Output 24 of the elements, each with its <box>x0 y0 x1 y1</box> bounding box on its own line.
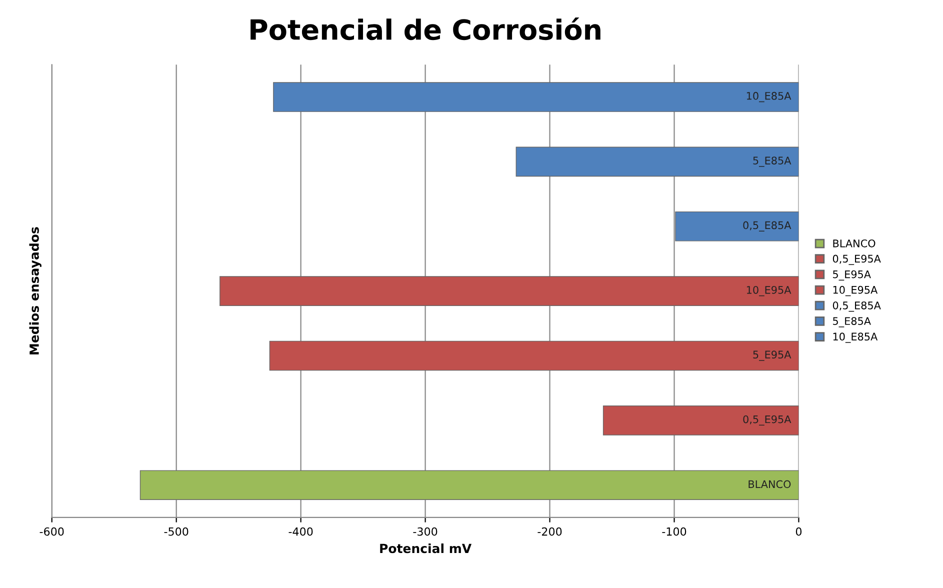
legend-label: 5_E95A <box>833 270 871 281</box>
legend-label: 0,5_E85A <box>832 301 881 312</box>
x-tick-label: -300 <box>413 527 438 536</box>
legend-label: 0,5_E95A <box>832 254 881 265</box>
x-tick-label: 0 <box>796 527 802 536</box>
legend-label: 5_E85A <box>833 317 871 328</box>
y-axis-title: Medios ensayados <box>29 227 42 354</box>
chart-title: Potencial de Corrosión <box>250 17 600 40</box>
legend-label: BLANCO <box>833 239 876 248</box>
annotation: 5_E95A <box>753 350 792 361</box>
legend-label: 10_E85A <box>833 332 878 343</box>
annotation: 10_E95A <box>746 286 792 296</box>
legend-label: 10_E95A <box>833 286 878 296</box>
x-tick-label: -600 <box>40 527 64 536</box>
annotation: 10_E85A <box>746 92 792 102</box>
x-tick-label: -500 <box>164 527 188 536</box>
annotation: 5_E85A <box>753 156 792 167</box>
annotation: 0,5_E95A <box>743 415 792 426</box>
annotation: BLANCO <box>748 480 791 488</box>
annotation: 0,5_E85A <box>743 221 792 232</box>
x-tick-label: -100 <box>662 527 686 536</box>
x-tick-label: -400 <box>288 527 313 536</box>
x-axis-title: Potencial mV <box>380 543 472 554</box>
x-tick-label: -200 <box>538 527 562 536</box>
